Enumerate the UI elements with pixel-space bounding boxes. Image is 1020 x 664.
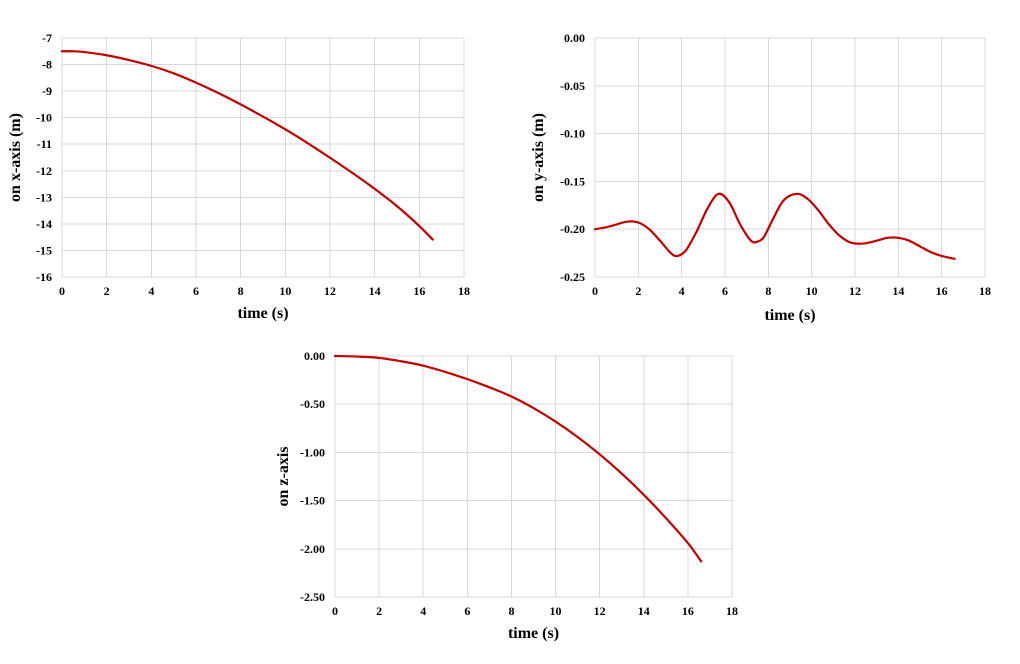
y-tick-label: -0.25 — [560, 270, 585, 284]
y-tick-label: -1.50 — [300, 494, 325, 508]
y-tick-label: -0.10 — [560, 127, 585, 141]
x-tick-label: 2 — [376, 604, 382, 618]
x-tick-label: 12 — [594, 604, 606, 618]
x-tick-label: 16 — [682, 604, 694, 618]
series-line — [60, 50, 434, 241]
y-tick-label: -0.05 — [560, 79, 585, 93]
y-tick-label: -7 — [42, 31, 52, 45]
y-tick-label: -14 — [36, 217, 52, 231]
x-tick-label: 12 — [324, 284, 336, 298]
x-tick-label: 10 — [806, 284, 818, 298]
x-tick-label: 8 — [508, 604, 514, 618]
y-tick-label: -12 — [36, 164, 52, 178]
plot-area — [594, 37, 986, 278]
x-tick-label: 0 — [332, 604, 338, 618]
y-tick-label: -10 — [36, 111, 52, 125]
x-tick-label: 16 — [936, 284, 948, 298]
y-tick-label: -0.20 — [560, 222, 585, 236]
x-tick-label: 0 — [59, 284, 65, 298]
y-tick-label: -0.15 — [560, 174, 585, 188]
y-tick-label: -0.50 — [300, 397, 325, 411]
y-tick-label: -8 — [42, 58, 52, 72]
y-axis-title: on y-axis (m) — [530, 113, 547, 202]
x-tick-label: 6 — [722, 284, 728, 298]
x-axis-title: time (s) — [508, 625, 559, 642]
x-tick-label: 4 — [148, 284, 154, 298]
x-tick-label: 10 — [279, 284, 291, 298]
x-position-chart: 0 2 4 6 8 10 12 14 16 18 -7 -8 -9 -10 -11 -12 -13 -14 -15 -… — [7, 31, 470, 322]
x-axis-title: time (s) — [764, 307, 815, 324]
x-tick-label: 4 — [420, 604, 426, 618]
x-tick-label: 0 — [592, 284, 598, 298]
x-axis-title: time (s) — [237, 305, 288, 322]
series-line — [593, 192, 956, 260]
y-tick-label: -1.00 — [300, 445, 325, 459]
y-axis-title: on x-axis (m) — [7, 113, 24, 202]
plot-area — [334, 355, 733, 598]
x-tick-label: 4 — [679, 284, 685, 298]
x-tick-label: 12 — [849, 284, 861, 298]
y-position-chart: 0 2 4 6 8 10 12 14 16 18 0.00 -0.05 -0.10 -0.15 -0.20 -… — [530, 31, 991, 324]
x-tick-label: 10 — [550, 604, 562, 618]
y-tick-label: -16 — [36, 270, 52, 284]
x-tick-label: 18 — [979, 284, 991, 298]
x-tick-label: 2 — [104, 284, 110, 298]
z-position-chart: 0 2 4 6 8 10 12 14 16 18 0.00 -0.50 -1.00 -1.50 -2.00 -… — [275, 349, 738, 642]
x-tick-label: 8 — [238, 284, 244, 298]
y-axis-title: on z-axis — [275, 447, 292, 507]
x-tick-label: 8 — [765, 284, 771, 298]
x-tick-label: 14 — [892, 284, 904, 298]
x-tick-label: 18 — [458, 284, 470, 298]
x-tick-label: 14 — [369, 284, 381, 298]
y-tick-label: 0.00 — [304, 349, 325, 363]
x-tick-label: 16 — [413, 284, 425, 298]
series-line — [333, 354, 703, 563]
y-tick-label: -11 — [37, 137, 52, 151]
y-tick-label: -2.00 — [300, 542, 325, 556]
x-tick-label: 18 — [726, 604, 738, 618]
x-tick-label: 6 — [464, 604, 470, 618]
y-tick-label: -15 — [36, 243, 52, 257]
y-tick-label: -2.50 — [300, 590, 325, 604]
x-tick-label: 2 — [635, 284, 641, 298]
x-tick-label: 6 — [193, 284, 199, 298]
y-tick-label: 0.00 — [564, 31, 585, 45]
x-tick-label: 14 — [638, 604, 650, 618]
y-tick-label: -13 — [36, 190, 52, 204]
plot-area — [61, 37, 465, 278]
y-tick-label: -9 — [42, 84, 52, 98]
